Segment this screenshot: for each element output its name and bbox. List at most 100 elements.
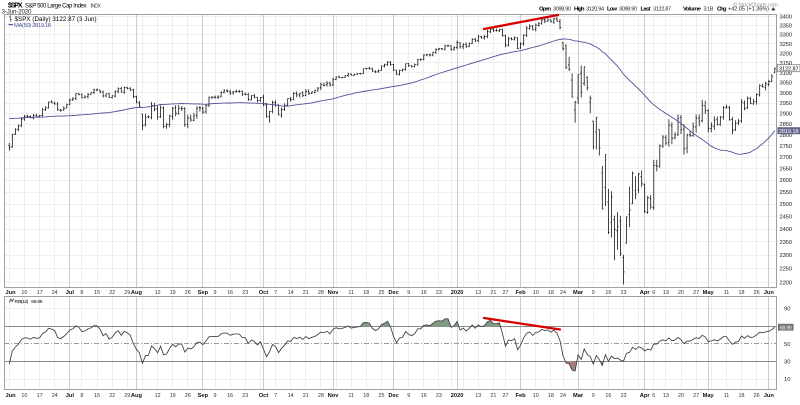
svg-text:23: 23 <box>436 290 442 296</box>
svg-text:3098.90: 3098.90 <box>553 7 571 13</box>
svg-text:18: 18 <box>363 393 369 399</box>
svg-text:21: 21 <box>490 290 496 296</box>
svg-text:10: 10 <box>784 377 791 383</box>
svg-text:23: 23 <box>436 393 442 399</box>
svg-text:2750: 2750 <box>780 144 793 150</box>
svg-text:Sep: Sep <box>198 393 209 399</box>
svg-text:Feb: Feb <box>516 393 527 399</box>
svg-text:+42.05 (+1.36%): +42.05 (+1.36%) <box>728 7 769 13</box>
svg-text:11: 11 <box>724 290 730 296</box>
svg-text:16: 16 <box>421 290 427 296</box>
svg-text:3300: 3300 <box>780 33 793 39</box>
svg-text:Apr: Apr <box>640 393 651 399</box>
svg-text:2400: 2400 <box>780 227 793 233</box>
svg-text:16: 16 <box>421 393 427 399</box>
svg-text:24: 24 <box>560 290 566 296</box>
svg-text:6: 6 <box>652 290 655 296</box>
svg-text:13: 13 <box>663 393 669 399</box>
svg-text:3122.87: 3122.87 <box>653 7 671 13</box>
svg-text:7: 7 <box>274 393 277 399</box>
svg-text:17: 17 <box>37 393 43 399</box>
svg-text:2020: 2020 <box>451 290 464 296</box>
svg-text:Dec: Dec <box>388 393 398 399</box>
svg-text:May: May <box>703 393 715 399</box>
svg-text:10: 10 <box>533 393 539 399</box>
svg-text:3250: 3250 <box>780 42 793 48</box>
svg-text:Dec: Dec <box>388 290 398 296</box>
svg-text:11: 11 <box>348 290 354 296</box>
svg-text:25: 25 <box>379 393 385 399</box>
svg-text:90: 90 <box>784 307 791 313</box>
svg-text:16: 16 <box>605 393 611 399</box>
svg-text:Volume: Volume <box>683 7 702 13</box>
svg-text:11: 11 <box>724 393 730 399</box>
svg-text:30: 30 <box>784 360 791 366</box>
svg-text:2200: 2200 <box>780 280 793 286</box>
svg-text:8: 8 <box>80 290 83 296</box>
svg-text:14: 14 <box>288 290 294 296</box>
svg-text:28: 28 <box>318 393 324 399</box>
svg-text:Feb: Feb <box>516 290 527 296</box>
svg-text:13: 13 <box>475 290 481 296</box>
svg-text:27: 27 <box>693 290 699 296</box>
svg-text:19: 19 <box>170 393 176 399</box>
svg-text:17: 17 <box>37 290 43 296</box>
svg-text:3120.94: 3120.94 <box>586 7 604 13</box>
svg-text:MA(50) 2819.18: MA(50) 2819.18 <box>14 23 51 29</box>
svg-text:29: 29 <box>124 393 130 399</box>
svg-text:9: 9 <box>592 290 595 296</box>
svg-text:Low: Low <box>607 7 617 13</box>
svg-text:26: 26 <box>185 393 191 399</box>
svg-text:68.99: 68.99 <box>31 299 42 305</box>
svg-text:23: 23 <box>621 393 627 399</box>
svg-text:18: 18 <box>363 290 369 296</box>
svg-text:3000: 3000 <box>780 91 793 97</box>
svg-text:18: 18 <box>739 393 745 399</box>
svg-text:22: 22 <box>109 290 115 296</box>
svg-text:2650: 2650 <box>780 167 793 173</box>
svg-text:2700: 2700 <box>780 155 793 161</box>
svg-text:Jun: Jun <box>764 393 775 399</box>
svg-text:Sep: Sep <box>198 290 209 296</box>
svg-text:2350: 2350 <box>780 240 793 246</box>
svg-text:21: 21 <box>490 393 496 399</box>
svg-text:27: 27 <box>503 393 509 399</box>
svg-text:16: 16 <box>227 290 233 296</box>
svg-text:3050: 3050 <box>780 81 793 87</box>
svg-text:3098.90: 3098.90 <box>619 7 637 13</box>
svg-text:10: 10 <box>21 290 27 296</box>
svg-text:19: 19 <box>170 290 176 296</box>
svg-text:26: 26 <box>754 393 760 399</box>
svg-text:22: 22 <box>109 393 115 399</box>
svg-text:2600: 2600 <box>780 178 793 184</box>
svg-text:15: 15 <box>94 290 100 296</box>
svg-text:2550: 2550 <box>780 190 793 196</box>
svg-text:Open: Open <box>539 7 551 13</box>
svg-text:13: 13 <box>663 290 669 296</box>
svg-text:23: 23 <box>621 290 627 296</box>
svg-text:May: May <box>703 290 715 296</box>
svg-text:Nov: Nov <box>328 393 340 399</box>
svg-text:Mar: Mar <box>573 290 584 296</box>
svg-text:Nov: Nov <box>328 290 340 296</box>
svg-text:RSI(14): RSI(14) <box>15 299 29 305</box>
svg-text:16: 16 <box>227 393 233 399</box>
svg-text:68.99: 68.99 <box>780 325 792 331</box>
svg-text:6: 6 <box>652 393 655 399</box>
svg-text:2450: 2450 <box>780 215 793 221</box>
svg-text:2020: 2020 <box>451 393 464 399</box>
svg-text:Oct: Oct <box>259 393 269 399</box>
svg-text:3.1B: 3.1B <box>704 7 714 13</box>
svg-text:$SPX (Daily) 3122.87 (3 Jun): $SPX (Daily) 3122.87 (3 Jun) <box>15 16 97 23</box>
svg-text:28: 28 <box>318 290 324 296</box>
svg-text:14: 14 <box>288 393 294 399</box>
svg-text:20: 20 <box>678 290 684 296</box>
svg-text:2950: 2950 <box>780 101 793 107</box>
svg-text:Aug: Aug <box>131 290 143 296</box>
svg-text:9: 9 <box>592 393 595 399</box>
svg-text:9: 9 <box>214 290 217 296</box>
svg-text:26: 26 <box>754 290 760 296</box>
svg-text:10: 10 <box>533 290 539 296</box>
svg-text:Jun: Jun <box>5 290 16 296</box>
svg-text:High: High <box>574 7 585 13</box>
